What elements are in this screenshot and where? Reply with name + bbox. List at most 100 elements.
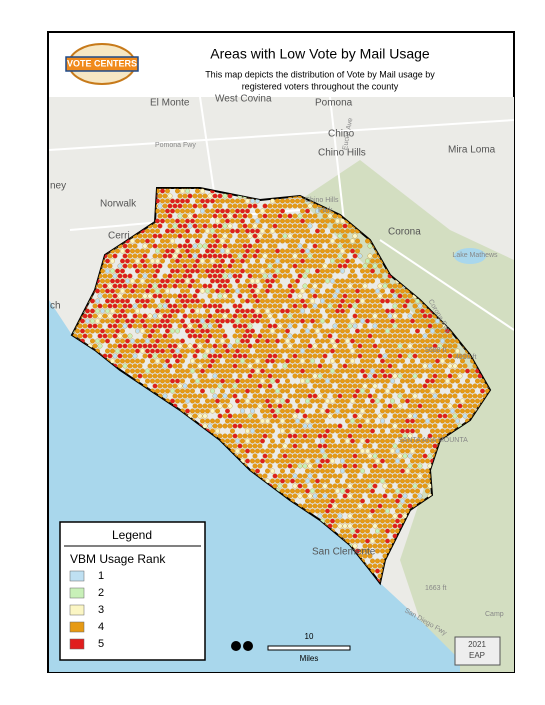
hex-cell bbox=[287, 443, 293, 449]
hex-cell bbox=[395, 298, 400, 304]
hex-cell bbox=[360, 278, 365, 284]
hex-cell bbox=[112, 333, 118, 339]
hex-cell bbox=[327, 313, 333, 319]
hex-cell bbox=[447, 413, 453, 419]
hex-cell bbox=[105, 328, 110, 334]
hex-cell bbox=[145, 278, 150, 284]
hex-cell bbox=[365, 358, 370, 364]
hex-cell bbox=[225, 228, 230, 234]
hex-cell bbox=[140, 358, 145, 364]
hex-cell bbox=[252, 413, 258, 419]
hex-cell bbox=[265, 368, 270, 374]
hex-cell bbox=[307, 333, 313, 339]
hex-cell bbox=[422, 313, 428, 319]
hex-cell bbox=[257, 463, 263, 469]
hex-cell bbox=[177, 273, 183, 279]
hex-cell bbox=[217, 193, 223, 199]
hex-cell bbox=[135, 298, 140, 304]
hex-cell bbox=[367, 303, 373, 309]
hex-cell bbox=[157, 363, 163, 369]
hex-cell bbox=[367, 373, 373, 379]
hex-cell bbox=[195, 398, 200, 404]
hex-cell bbox=[167, 323, 173, 329]
hex-cell bbox=[252, 343, 258, 349]
hex-cell bbox=[160, 248, 165, 254]
hex-cell bbox=[320, 398, 325, 404]
hex-cell bbox=[145, 228, 150, 234]
hex-cell bbox=[90, 298, 95, 304]
hex-cell bbox=[405, 378, 410, 384]
hex-cell bbox=[365, 368, 370, 374]
hex-cell bbox=[337, 373, 343, 379]
hex-cell bbox=[267, 423, 273, 429]
hex-cell bbox=[360, 368, 365, 374]
hex-cell bbox=[117, 303, 123, 309]
hex-cell bbox=[425, 348, 430, 354]
hex-cell bbox=[412, 493, 418, 499]
hex-cell bbox=[357, 303, 363, 309]
hex-cell bbox=[280, 438, 285, 444]
hex-cell bbox=[360, 488, 365, 494]
hex-cell bbox=[205, 338, 210, 344]
hex-cell bbox=[385, 478, 390, 484]
hex-cell bbox=[325, 268, 330, 274]
hex-cell bbox=[340, 268, 345, 274]
hex-cell bbox=[197, 393, 203, 399]
hex-cell bbox=[290, 248, 295, 254]
hex-cell bbox=[410, 418, 415, 424]
hex-cell bbox=[375, 398, 380, 404]
hex-cell bbox=[192, 363, 198, 369]
hex-cell bbox=[280, 458, 285, 464]
hex-cell bbox=[370, 308, 375, 314]
hex-cell bbox=[425, 478, 430, 484]
hex-cell bbox=[105, 278, 110, 284]
hex-cell bbox=[315, 398, 320, 404]
hex-cell bbox=[180, 358, 185, 364]
hex-cell bbox=[237, 333, 243, 339]
hex-cell bbox=[450, 378, 455, 384]
hex-cell bbox=[272, 243, 278, 249]
hex-cell bbox=[150, 378, 155, 384]
hex-cell bbox=[315, 218, 320, 224]
hex-cell bbox=[337, 513, 343, 519]
hex-cell bbox=[245, 268, 250, 274]
hex-cell bbox=[422, 383, 428, 389]
hex-cell bbox=[322, 483, 328, 489]
hex-cell bbox=[82, 333, 88, 339]
hex-cell bbox=[330, 488, 335, 494]
hex-cell bbox=[330, 258, 335, 264]
hex-cell bbox=[312, 393, 318, 399]
hex-cell bbox=[145, 338, 150, 344]
hex-cell bbox=[217, 333, 223, 339]
hex-cell bbox=[212, 403, 218, 409]
hex-cell bbox=[255, 428, 260, 434]
hex-cell bbox=[230, 438, 235, 444]
hex-cell bbox=[422, 363, 428, 369]
hex-cell bbox=[472, 373, 478, 379]
hex-cell bbox=[390, 458, 395, 464]
hex-cell bbox=[150, 348, 155, 354]
hex-cell bbox=[410, 498, 415, 504]
hex-cell bbox=[432, 403, 438, 409]
hex-cell bbox=[162, 283, 168, 289]
hex-cell bbox=[300, 318, 305, 324]
hex-cell bbox=[100, 288, 105, 294]
hex-cell bbox=[310, 218, 315, 224]
hex-cell bbox=[347, 303, 353, 309]
hex-cell bbox=[232, 213, 238, 219]
hex-cell bbox=[250, 288, 255, 294]
hex-cell bbox=[112, 303, 118, 309]
hex-cell bbox=[130, 368, 135, 374]
hex-cell bbox=[255, 268, 260, 274]
hex-cell bbox=[160, 218, 165, 224]
hex-cell bbox=[290, 228, 295, 234]
hex-cell bbox=[380, 438, 385, 444]
hex-cell bbox=[280, 318, 285, 324]
hex-cell bbox=[257, 393, 263, 399]
hex-cell bbox=[352, 233, 358, 239]
hex-cell bbox=[460, 398, 465, 404]
hex-cell bbox=[285, 308, 290, 314]
hex-cell bbox=[342, 253, 348, 259]
subtitle: This map depicts the distribution of Vot… bbox=[205, 69, 435, 79]
hex-cell bbox=[137, 293, 143, 299]
